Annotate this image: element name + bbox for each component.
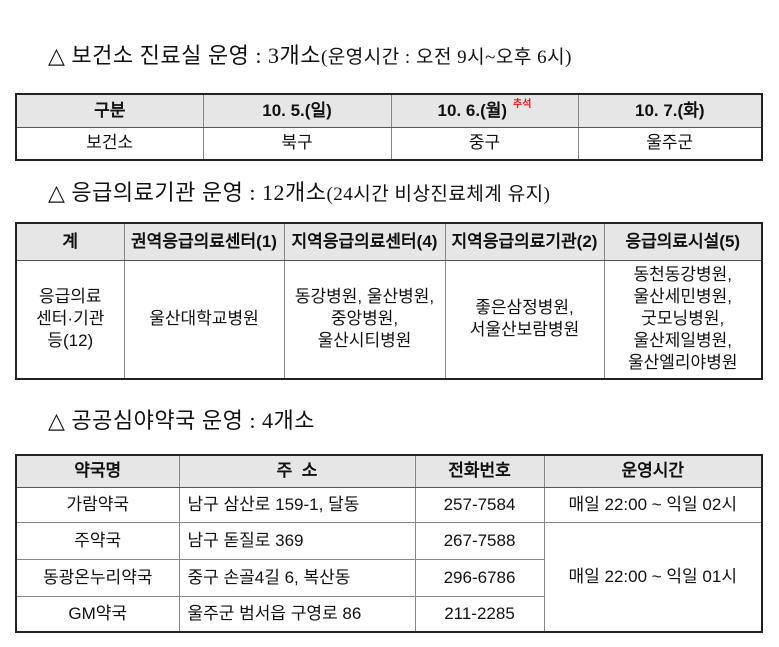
pharmacy-hours: 매일 22:00 ~ 익일 01시 — [543, 521, 763, 633]
section2-heading-text: △ 응급의료기관 운영 : 12개소 — [48, 180, 327, 205]
holiday-note: 추석 — [513, 98, 532, 110]
table-header-row: 약국명 주 소 전화번호 운영시간 — [15, 454, 763, 488]
table-cell: 울주군 — [577, 126, 763, 161]
table-row: 가람약국 남구 삼산로 159-1, 달동 257-7584 매일 22:00 … — [15, 486, 763, 523]
health-center-table: 구분 10. 5.(일) 10. 6.(월) 추석 10. 7.(화) 보건소 북… — [15, 93, 763, 161]
table-cell: 울산대학교병원 — [123, 259, 285, 380]
header-cell: 운영시간 — [543, 454, 763, 488]
header-cell: 지역응급의료센터(4) — [283, 222, 446, 261]
section1-heading-sub: (운영시간 : 오전 9시~오후 6시) — [320, 47, 572, 68]
cell-line: 울산대학교병원 — [149, 309, 259, 329]
cell-line: 울산시티병원 — [317, 331, 412, 351]
pharmacy-phone: 211-2285 — [414, 595, 545, 633]
table-cell: 보건소 — [15, 126, 204, 161]
pharmacy-name: GM약국 — [15, 595, 180, 633]
header-cell: 지역응급의료기관(2) — [444, 222, 605, 261]
header-date: 10. 6.(월) — [437, 100, 508, 120]
header-cell: 주 소 — [178, 454, 416, 488]
header-cell: 응급의료시설(5) — [603, 222, 763, 261]
pharmacy-table: 약국명 주 소 전화번호 운영시간 가람약국 남구 삼산로 159-1, 달동 … — [15, 454, 763, 633]
table-row: 보건소 북구 중구 울주군 — [15, 126, 763, 161]
cell-line: 울산제일병원, — [633, 331, 733, 351]
header-cell: 구분 — [15, 93, 204, 128]
pharmacy-name: 동광온누리약국 — [15, 558, 180, 597]
header-cell: 10. 7.(화) — [577, 93, 763, 128]
cell-line: 센터·기관 — [36, 309, 105, 329]
cell-line: 동강병원, 울산병원, — [294, 287, 435, 307]
section2-heading-sub: (24시간 비상진료체계 유지) — [326, 184, 551, 205]
header-cell: 계 — [15, 222, 125, 261]
header-cell: 약국명 — [15, 454, 180, 488]
section1-heading-text: △ 보건소 진료실 운영 : 3개소 — [48, 43, 321, 68]
pharmacy-address: 중구 손골4길 6, 복산동 — [178, 558, 416, 597]
table-cell: 중구 — [390, 126, 579, 161]
cell-line: 굿모닝병원, — [641, 309, 725, 329]
header-cell: 전화번호 — [414, 454, 545, 488]
table-cell: 응급의료 센터·기관 등(12) — [15, 259, 125, 380]
cell-line: 동천동강병원, — [633, 265, 733, 285]
cell-line: 응급의료 — [38, 287, 102, 307]
cell-line: 중앙병원, — [330, 309, 399, 329]
cell-line: 등(12) — [47, 331, 94, 351]
pharmacy-phone: 267-7588 — [414, 521, 545, 560]
table-header-row: 계 권역응급의료센터(1) 지역응급의료센터(4) 지역응급의료기관(2) 응급… — [15, 222, 763, 261]
pharmacy-address: 울주군 범서읍 구영로 86 — [178, 595, 416, 633]
header-cell: 10. 5.(일) — [202, 93, 392, 128]
table-cell: 동강병원, 울산병원, 중앙병원, 울산시티병원 — [283, 259, 446, 380]
cell-line: 서울산보람병원 — [469, 320, 580, 340]
pharmacy-name: 주약국 — [15, 521, 180, 560]
section1-heading: △ 보건소 진료실 운영 : 3개소(운영시간 : 오전 9시~오후 6시) — [48, 38, 572, 70]
table-cell: 좋은삼정병원, 서울산보람병원 — [444, 259, 605, 380]
table-row: 동광온누리약국 중구 손골4길 6, 복산동 296-6786 — [15, 558, 762, 597]
cell-line: 좋은삼정병원, — [475, 298, 574, 318]
section3-heading: △ 공공심야약국 운영 : 4개소 — [48, 408, 315, 433]
cell-line: 울산엘리야병원 — [628, 353, 738, 373]
pharmacy-phone: 296-6786 — [414, 558, 545, 597]
table-cell: 북구 — [202, 126, 392, 161]
table-row: GM약국 울주군 범서읍 구영로 86 211-2285 — [15, 595, 762, 633]
pharmacy-hours: 매일 22:00 ~ 익일 02시 — [543, 486, 763, 523]
pharmacy-address: 남구 삼산로 159-1, 달동 — [178, 486, 416, 523]
pharmacy-phone: 257-7584 — [414, 486, 545, 523]
pharmacy-address: 남구 돋질로 369 — [178, 521, 416, 560]
table-row: 주약국 남구 돋질로 369 267-7588 매일 22:00 ~ 익일 01… — [15, 521, 763, 633]
emergency-table: 계 권역응급의료센터(1) 지역응급의료센터(4) 지역응급의료기관(2) 응급… — [15, 222, 763, 380]
section2-heading: △ 응급의료기관 운영 : 12개소(24시간 비상진료체계 유지) — [48, 175, 550, 207]
cell-line: 울산세민병원, — [633, 287, 733, 307]
table-row: 응급의료 센터·기관 등(12) 울산대학교병원 동강병원, 울산병원, 중앙병원, 울… — [15, 259, 763, 380]
table-cell: 동천동강병원, 울산세민병원, 굿모닝병원, 울산제일병원, 울산엘리야병원 — [603, 259, 763, 380]
pharmacy-name: 가람약국 — [15, 486, 180, 523]
table-header-row: 구분 10. 5.(일) 10. 6.(월) 추석 10. 7.(화) — [15, 93, 763, 128]
header-cell: 권역응급의료센터(1) — [123, 222, 285, 261]
header-cell: 10. 6.(월) 추석 — [390, 93, 579, 128]
